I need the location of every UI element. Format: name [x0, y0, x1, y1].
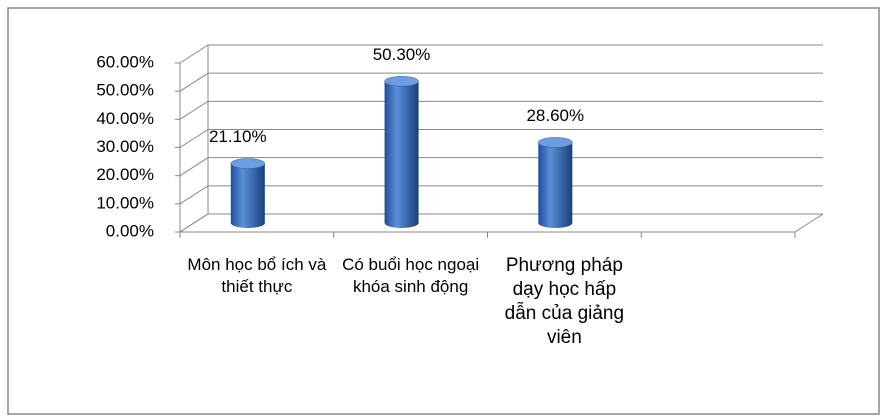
y-tick-label: 30.00%	[96, 137, 154, 156]
x-tick-label: Có buổi học ngoại khóa sinh động	[342, 255, 480, 296]
chart-border	[7, 7, 880, 415]
x-tick-label: Môn học bổ ích và thiết thực	[187, 255, 327, 296]
y-tick-label: 10.00%	[96, 193, 154, 212]
y-tick-label: 50.00%	[96, 81, 154, 100]
bar-top	[538, 137, 573, 148]
grid-line	[179, 213, 823, 233]
bar-top	[230, 158, 266, 169]
value-label: 50.30%	[373, 45, 431, 64]
y-tick-label: 40.00%	[96, 109, 154, 128]
grid-line	[179, 44, 823, 64]
x-tick-label: Phương pháp dạy học hấp dẫn của giảng vi…	[504, 255, 625, 348]
grid-line	[179, 100, 823, 120]
grid-line	[179, 129, 823, 148]
value-label: 28.60%	[526, 106, 584, 125]
y-tick-label: 60.00%	[96, 52, 154, 71]
y-tick-label: 20.00%	[96, 165, 154, 184]
bar	[384, 81, 419, 229]
bar-top	[384, 76, 419, 87]
value-label: 21.10%	[209, 127, 267, 146]
grid-line	[179, 185, 823, 205]
bar	[230, 163, 265, 229]
grid-line	[179, 157, 823, 177]
bar	[538, 142, 573, 228]
grid-line	[179, 72, 823, 92]
y-tick-label: 0.00%	[106, 221, 154, 240]
floor	[179, 213, 824, 233]
